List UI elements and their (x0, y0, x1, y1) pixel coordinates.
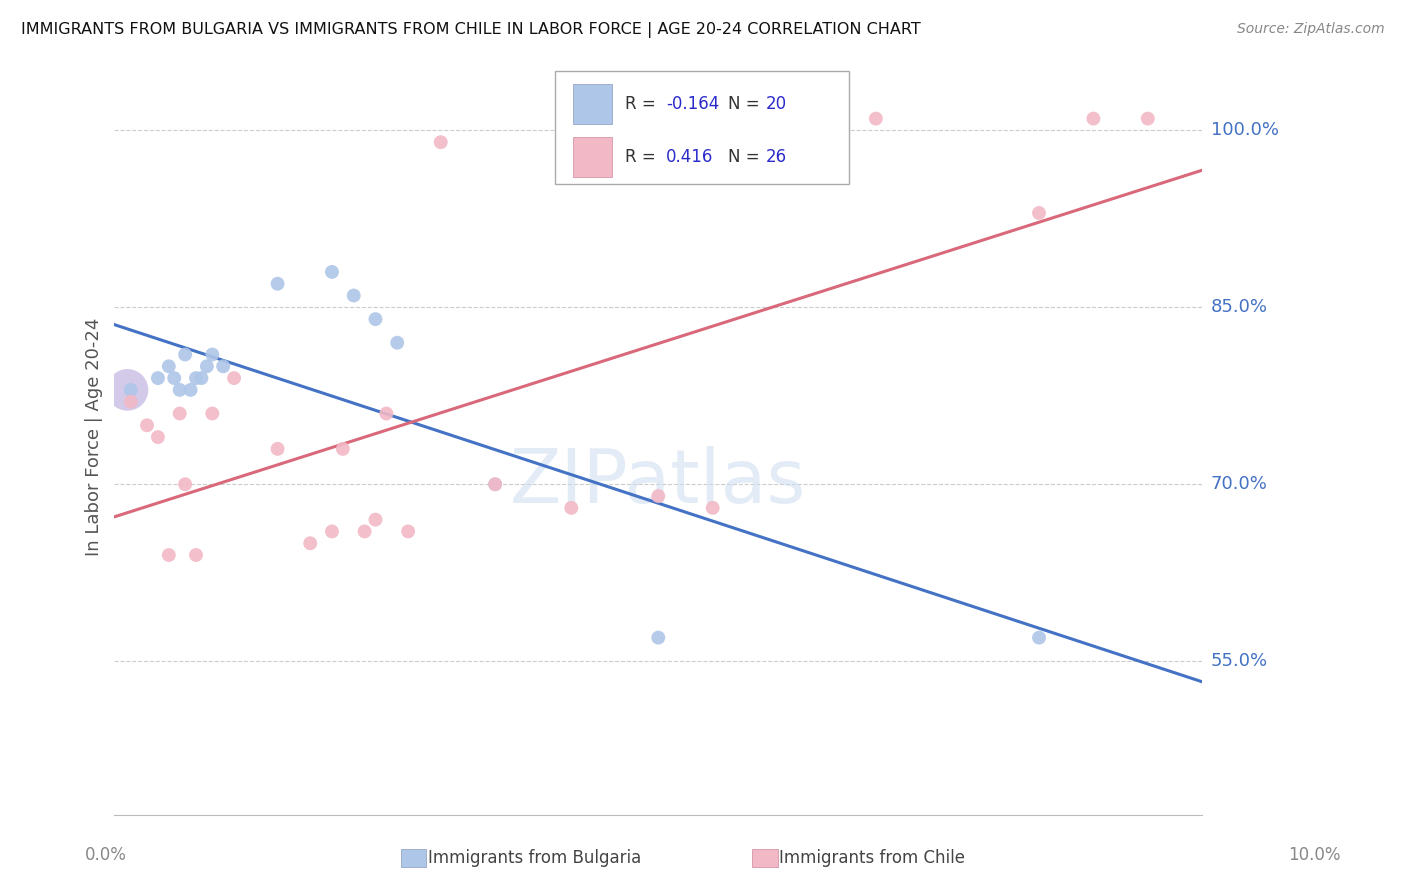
Point (560, 500, 582, 515)
Text: R =: R = (624, 95, 661, 113)
Bar (574, 137, 612, 178)
Point (266, 277, 288, 291)
Text: 85.0%: 85.0% (1211, 298, 1268, 317)
Point (429, 135, 451, 149)
Point (375, 407, 398, 421)
Point (120, 394, 142, 409)
Point (1028, 206, 1050, 220)
Point (174, 347, 197, 361)
Text: 0.416: 0.416 (666, 148, 713, 166)
Point (136, 418, 159, 433)
Point (212, 359, 235, 374)
Point (647, 489, 669, 503)
Point (190, 371, 212, 385)
Text: 10.0%: 10.0% (1288, 846, 1341, 863)
Y-axis label: In Labor Force | Age 20-24: In Labor Force | Age 20-24 (86, 318, 103, 557)
Point (647, 631, 669, 645)
Point (184, 548, 207, 562)
Text: Immigrants from Bulgaria: Immigrants from Bulgaria (427, 849, 641, 867)
FancyBboxPatch shape (555, 71, 849, 184)
Point (184, 371, 207, 385)
Point (343, 288, 366, 302)
Point (180, 383, 202, 397)
Bar (574, 84, 612, 124)
Text: 26: 26 (766, 148, 787, 166)
Point (117, 383, 139, 397)
Point (332, 442, 354, 456)
Point (321, 265, 343, 279)
Point (364, 513, 387, 527)
Text: N =: N = (728, 95, 765, 113)
Point (387, 335, 409, 350)
Point (1136, 112, 1159, 126)
Text: 0.0%: 0.0% (84, 846, 127, 863)
Text: -0.164: -0.164 (666, 95, 718, 113)
Point (120, 383, 142, 397)
Point (396, 524, 419, 539)
Point (484, 477, 506, 491)
Text: R =: R = (624, 148, 666, 166)
Point (157, 359, 180, 374)
Text: 55.0%: 55.0% (1211, 652, 1268, 670)
Text: 70.0%: 70.0% (1211, 475, 1267, 493)
Text: N =: N = (728, 148, 765, 166)
Point (169, 407, 191, 421)
Point (174, 477, 197, 491)
Point (299, 536, 322, 550)
Point (353, 524, 375, 539)
Text: IMMIGRANTS FROM BULGARIA VS IMMIGRANTS FROM CHILE IN LABOR FORCE | AGE 20-24 COR: IMMIGRANTS FROM BULGARIA VS IMMIGRANTS F… (21, 22, 921, 38)
Text: ZIPatlas: ZIPatlas (510, 446, 807, 519)
Text: 100.0%: 100.0% (1211, 121, 1278, 139)
Point (146, 371, 169, 385)
Point (195, 359, 218, 374)
Point (163, 371, 186, 385)
Text: 20: 20 (766, 95, 787, 113)
Point (364, 312, 387, 326)
Point (1028, 631, 1050, 645)
Point (865, 112, 887, 126)
Point (157, 548, 180, 562)
Point (222, 371, 245, 385)
Point (484, 477, 506, 491)
Point (266, 442, 288, 456)
Point (146, 430, 169, 444)
Text: Immigrants from Chile: Immigrants from Chile (779, 849, 965, 867)
Point (201, 407, 224, 421)
Point (1083, 112, 1105, 126)
Point (702, 500, 724, 515)
Text: Source: ZipAtlas.com: Source: ZipAtlas.com (1237, 22, 1385, 37)
Point (321, 524, 343, 539)
Point (169, 383, 191, 397)
Point (201, 347, 224, 361)
